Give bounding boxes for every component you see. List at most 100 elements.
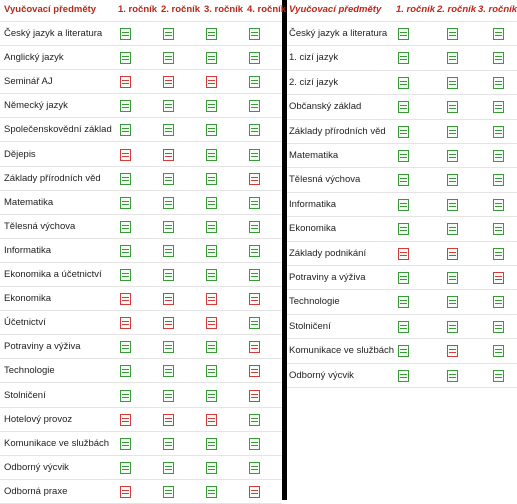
document-icon[interactable] xyxy=(120,293,131,306)
document-icon[interactable] xyxy=(163,437,174,450)
document-icon[interactable] xyxy=(249,317,260,330)
document-icon[interactable] xyxy=(493,28,504,40)
document-icon[interactable] xyxy=(206,341,217,354)
document-icon[interactable] xyxy=(493,296,504,309)
document-icon[interactable] xyxy=(163,52,174,65)
document-icon[interactable] xyxy=(120,485,131,498)
document-icon[interactable] xyxy=(493,345,504,358)
document-icon[interactable] xyxy=(120,196,131,209)
document-icon[interactable] xyxy=(249,28,260,40)
document-icon[interactable] xyxy=(163,220,174,233)
document-icon[interactable] xyxy=(249,172,260,185)
document-icon[interactable] xyxy=(447,150,458,162)
document-icon[interactable] xyxy=(206,52,217,65)
document-icon[interactable] xyxy=(120,389,131,402)
document-icon[interactable] xyxy=(120,461,131,474)
document-icon[interactable] xyxy=(120,28,131,40)
document-icon[interactable] xyxy=(398,101,409,114)
document-icon[interactable] xyxy=(493,76,504,89)
document-icon[interactable] xyxy=(163,28,174,40)
document-icon[interactable] xyxy=(163,76,174,89)
document-icon[interactable] xyxy=(493,223,504,236)
document-icon[interactable] xyxy=(206,28,217,40)
document-icon[interactable] xyxy=(163,317,174,330)
document-icon[interactable] xyxy=(206,485,217,498)
document-icon[interactable] xyxy=(249,124,260,137)
document-icon[interactable] xyxy=(163,365,174,378)
document-icon[interactable] xyxy=(249,100,260,113)
document-icon[interactable] xyxy=(120,76,131,89)
document-icon[interactable] xyxy=(249,413,260,426)
document-icon[interactable] xyxy=(120,269,131,281)
document-icon[interactable] xyxy=(206,100,217,113)
document-icon[interactable] xyxy=(447,28,458,40)
document-icon[interactable] xyxy=(206,317,217,330)
document-icon[interactable] xyxy=(120,244,131,257)
document-icon[interactable] xyxy=(206,437,217,450)
document-icon[interactable] xyxy=(398,369,409,382)
document-icon[interactable] xyxy=(163,413,174,426)
document-icon[interactable] xyxy=(120,124,131,137)
document-icon[interactable] xyxy=(398,198,409,211)
document-icon[interactable] xyxy=(493,272,504,284)
document-icon[interactable] xyxy=(206,196,217,209)
document-icon[interactable] xyxy=(249,244,260,257)
document-icon[interactable] xyxy=(120,317,131,330)
document-icon[interactable] xyxy=(398,272,409,284)
document-icon[interactable] xyxy=(163,196,174,209)
document-icon[interactable] xyxy=(398,345,409,358)
document-icon[interactable] xyxy=(447,345,458,358)
document-icon[interactable] xyxy=(206,76,217,89)
document-icon[interactable] xyxy=(447,125,458,138)
document-icon[interactable] xyxy=(447,101,458,114)
document-icon[interactable] xyxy=(249,76,260,89)
document-icon[interactable] xyxy=(493,52,504,65)
document-icon[interactable] xyxy=(447,198,458,211)
document-icon[interactable] xyxy=(249,220,260,233)
document-icon[interactable] xyxy=(120,52,131,65)
document-icon[interactable] xyxy=(493,320,504,333)
document-icon[interactable] xyxy=(206,269,217,281)
document-icon[interactable] xyxy=(163,389,174,402)
document-icon[interactable] xyxy=(493,150,504,162)
document-icon[interactable] xyxy=(447,174,458,187)
document-icon[interactable] xyxy=(398,150,409,162)
document-icon[interactable] xyxy=(120,172,131,185)
document-icon[interactable] xyxy=(398,125,409,138)
document-icon[interactable] xyxy=(120,413,131,426)
document-icon[interactable] xyxy=(249,341,260,354)
document-icon[interactable] xyxy=(398,28,409,40)
document-icon[interactable] xyxy=(398,247,409,260)
document-icon[interactable] xyxy=(206,389,217,402)
document-icon[interactable] xyxy=(163,172,174,185)
document-icon[interactable] xyxy=(493,247,504,260)
document-icon[interactable] xyxy=(206,365,217,378)
document-icon[interactable] xyxy=(249,365,260,378)
document-icon[interactable] xyxy=(120,148,131,161)
document-icon[interactable] xyxy=(163,244,174,257)
document-icon[interactable] xyxy=(493,125,504,138)
document-icon[interactable] xyxy=(447,76,458,89)
document-icon[interactable] xyxy=(493,198,504,211)
document-icon[interactable] xyxy=(249,52,260,65)
document-icon[interactable] xyxy=(249,437,260,450)
document-icon[interactable] xyxy=(206,172,217,185)
document-icon[interactable] xyxy=(249,196,260,209)
document-icon[interactable] xyxy=(120,220,131,233)
document-icon[interactable] xyxy=(447,272,458,284)
document-icon[interactable] xyxy=(206,148,217,161)
document-icon[interactable] xyxy=(120,100,131,113)
document-icon[interactable] xyxy=(398,174,409,187)
document-icon[interactable] xyxy=(206,220,217,233)
document-icon[interactable] xyxy=(163,100,174,113)
document-icon[interactable] xyxy=(398,76,409,89)
document-icon[interactable] xyxy=(120,341,131,354)
document-icon[interactable] xyxy=(206,293,217,306)
document-icon[interactable] xyxy=(447,247,458,260)
document-icon[interactable] xyxy=(398,223,409,236)
document-icon[interactable] xyxy=(206,244,217,257)
document-icon[interactable] xyxy=(398,296,409,309)
document-icon[interactable] xyxy=(398,52,409,65)
document-icon[interactable] xyxy=(249,389,260,402)
document-icon[interactable] xyxy=(447,223,458,236)
